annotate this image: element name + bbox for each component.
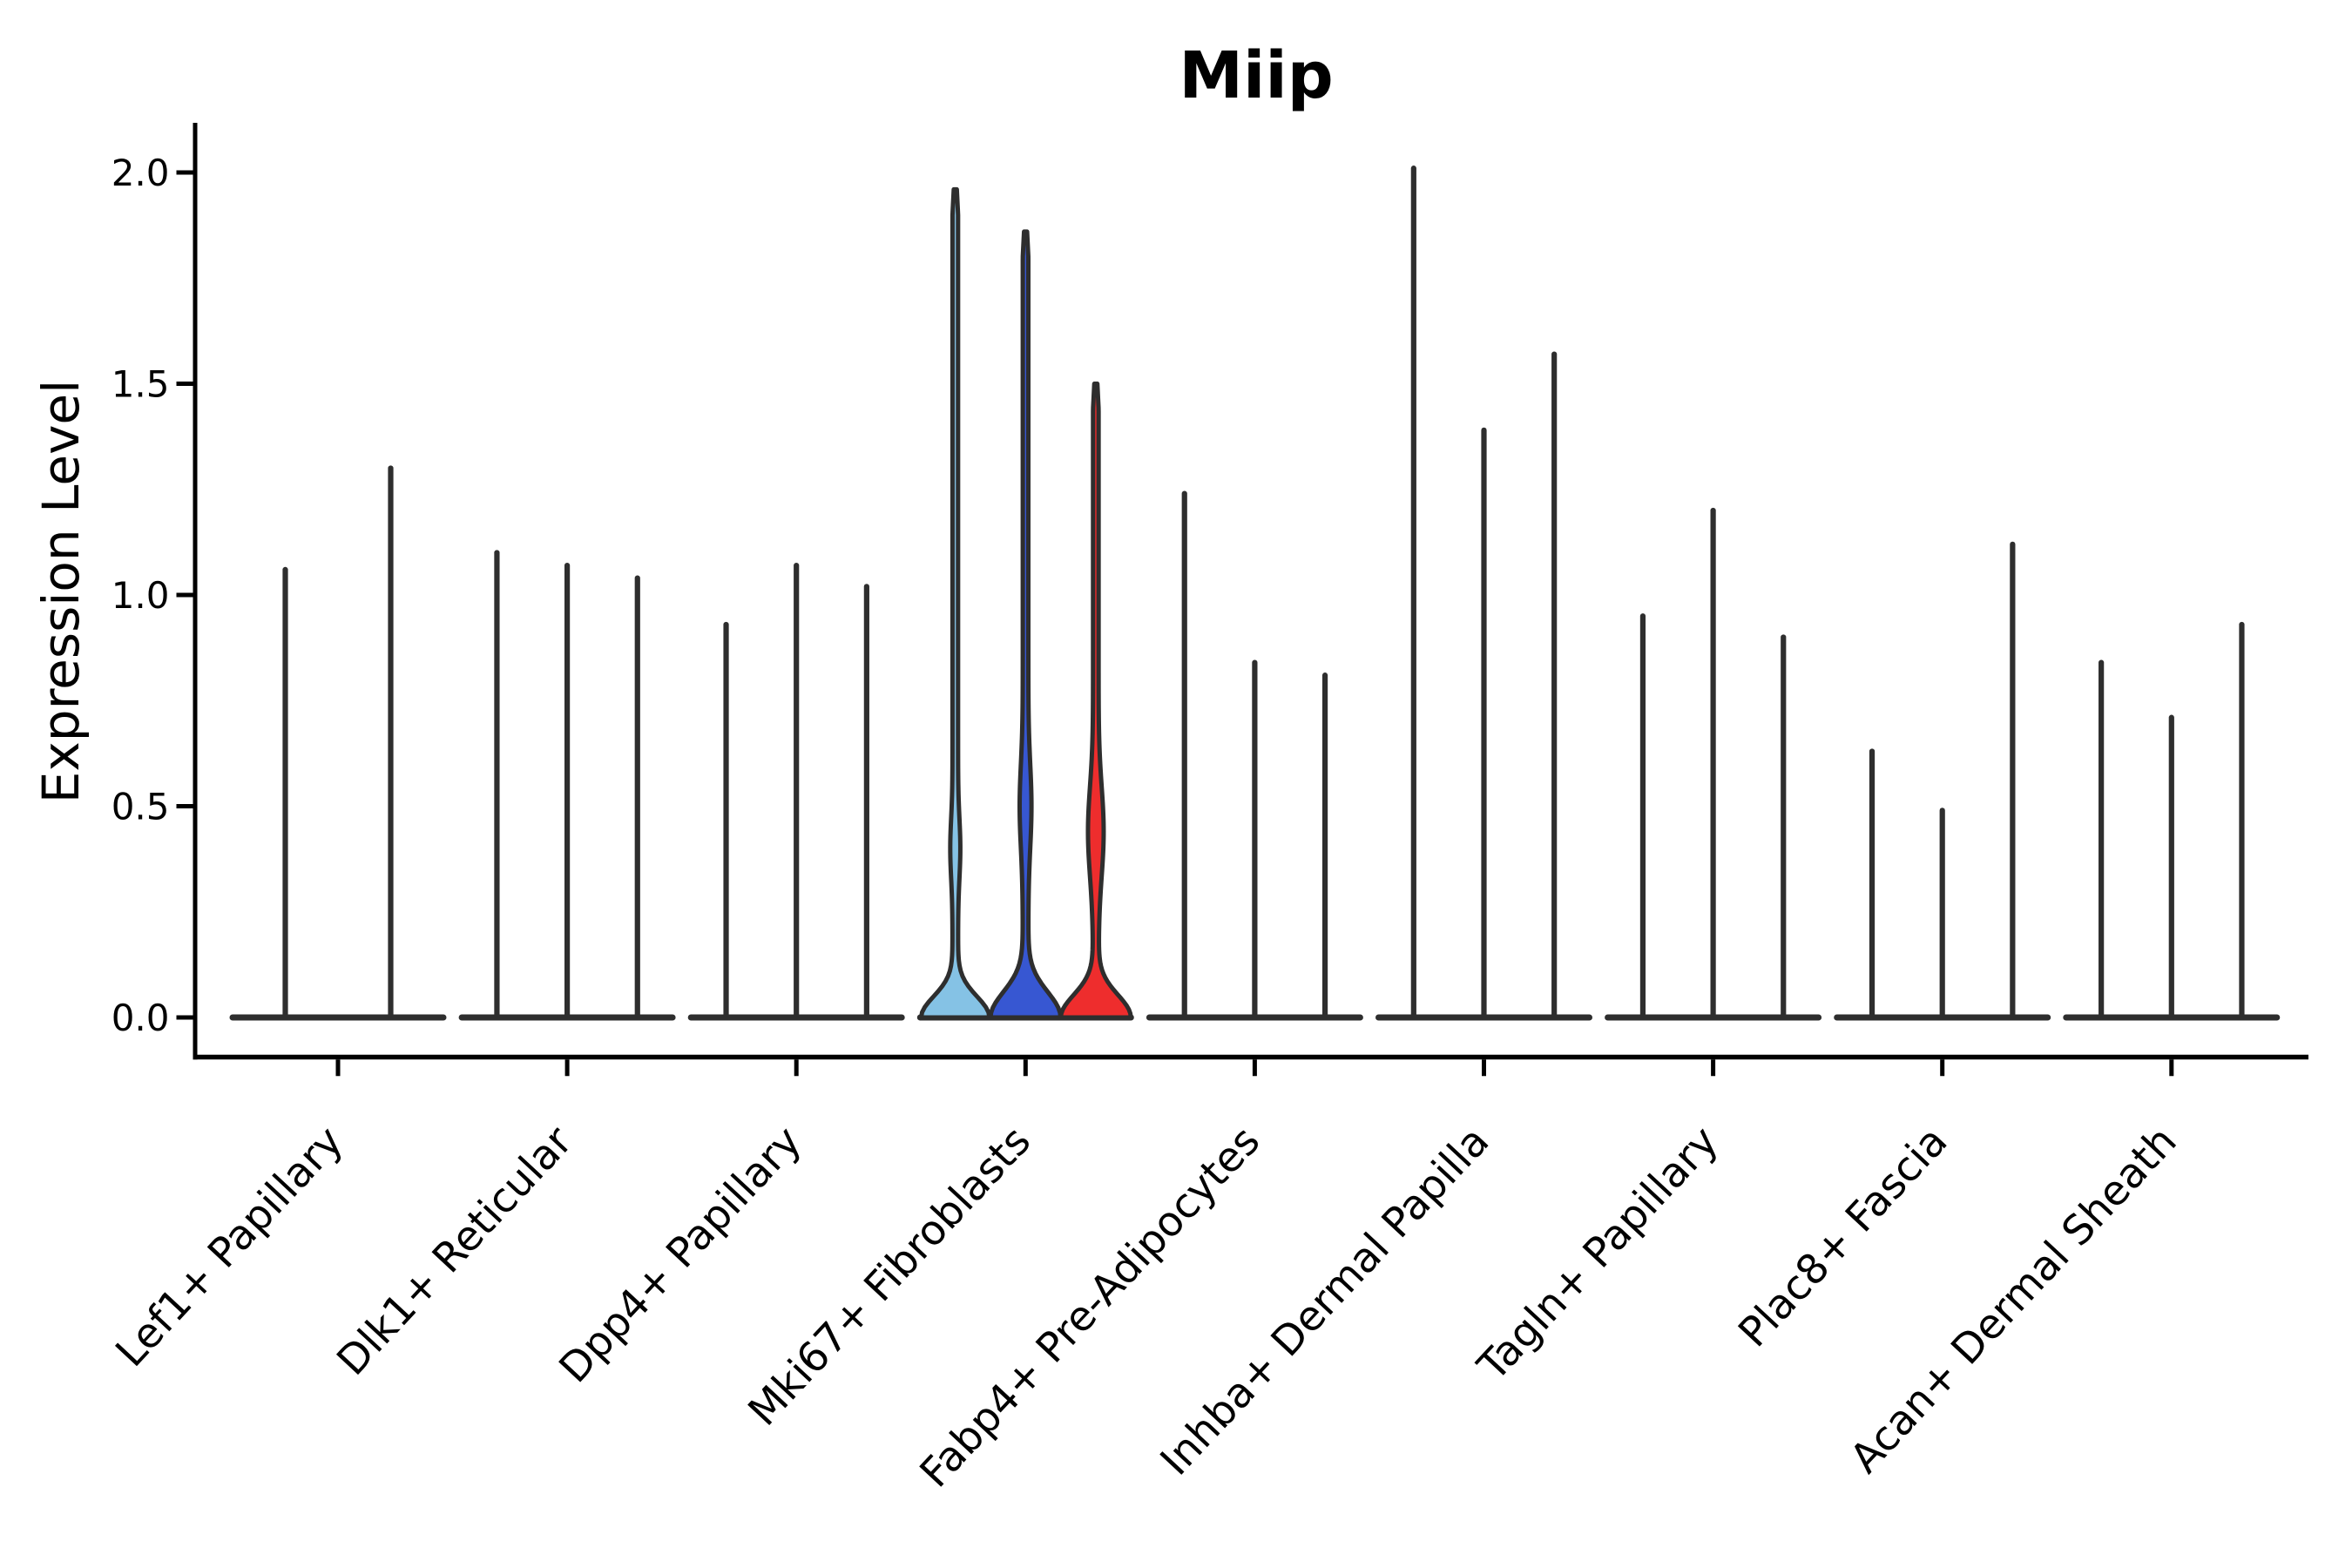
y-axis-label: Expression Level — [31, 380, 91, 803]
y-tick-label-1.5: 1.5 — [112, 363, 170, 406]
violins-layer — [229, 166, 2281, 1021]
axes-layer — [176, 123, 2308, 1077]
y-tick-label-2.0: 2.0 — [112, 152, 170, 194]
violin-mki67-fibroblasts-3 — [1058, 382, 1133, 1020]
x-tick-label-lef1-papillary: Lef1+ Papillary — [106, 1118, 352, 1376]
x-tick-label-dpp4-papillary: Dpp4+ Papillary — [551, 1118, 811, 1392]
y-tick-label-0.0: 0.0 — [112, 997, 170, 1039]
x-tick-label-plac8-fascia: Plac8+ Fascia — [1729, 1118, 1957, 1356]
x-tick-label-tagln-papillary: Tagln+ Papillary — [1469, 1118, 1728, 1391]
plot-title: Miip — [1179, 38, 1333, 113]
y-tick-label-0.5: 0.5 — [112, 786, 170, 828]
x-tick-label-dlk1-reticular: Dlk1+ Reticular — [328, 1117, 582, 1384]
violin-mki67-fibroblasts-1 — [918, 186, 992, 1020]
y-tick-label-1.0: 1.0 — [112, 574, 170, 617]
violin-mki67-fibroblasts-2 — [988, 229, 1063, 1020]
